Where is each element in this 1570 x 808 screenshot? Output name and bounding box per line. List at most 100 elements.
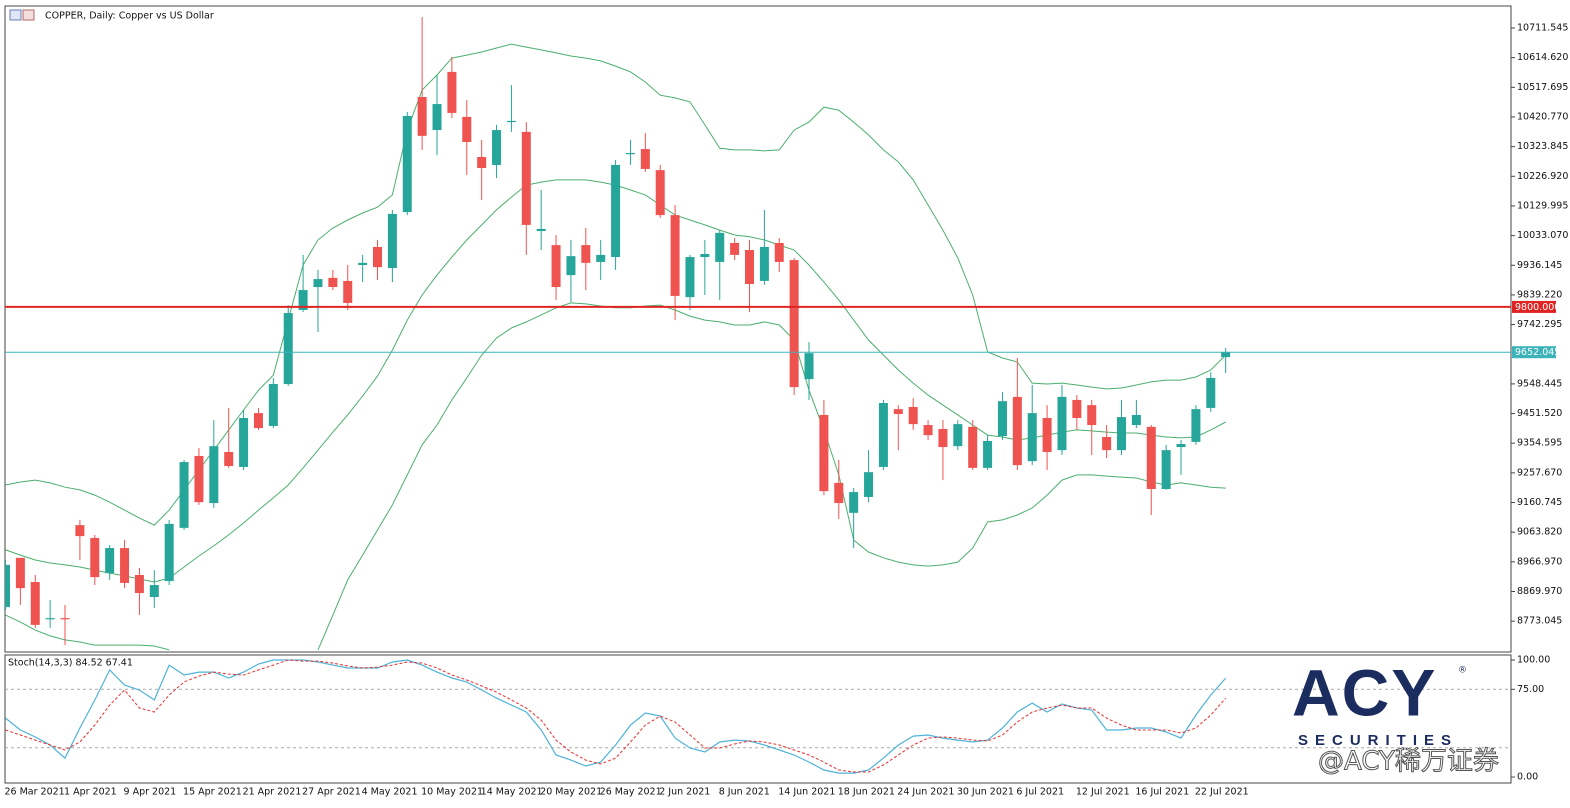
candle-body [45,618,55,620]
x-tick-label: 24 Jun 2021 [897,787,954,798]
candle-body [60,618,70,620]
y-tick-label: 9063.820 [1517,527,1562,538]
candle-body [893,409,903,415]
candle-body [209,446,219,504]
candle-body [105,548,115,574]
candle-body [253,413,263,429]
x-tick-label: 15 Apr 2021 [183,787,242,798]
price-label: 9800.000 [1515,302,1560,313]
candle-body [224,451,234,467]
candle-body [611,164,621,258]
candle-body [730,242,740,255]
chart-title: COPPER, Daily: Copper vs US Dollar [45,11,214,22]
x-tick-label: 9 Apr 2021 [124,787,177,798]
x-tick-label: 4 May 2021 [362,787,418,798]
candle-body [432,104,442,131]
y-tick-label: 10226.920 [1517,171,1568,182]
y-tick-label: 10711.545 [1517,22,1568,33]
candle-body [1146,426,1156,489]
price-label-box [1512,300,1556,313]
price-label: 9652.045 [1515,347,1560,358]
candle-body [1012,396,1022,466]
candle-body [164,523,174,582]
candle-body [120,548,130,583]
stoch-k [5,659,1227,774]
candle-body [1161,450,1171,489]
candle-body [878,403,888,467]
candle-body [953,424,963,447]
y-tick-label: 10033.070 [1517,230,1568,241]
y-tick-label: 10129.995 [1517,200,1568,211]
candle-body [759,246,769,281]
candle-body [268,384,278,426]
y-tick-label: 9548.445 [1517,378,1562,389]
candle-body [402,115,412,213]
candle-body [462,116,472,142]
x-tick-label: 18 Jun 2021 [838,787,895,798]
logo-mark: ® [1458,666,1467,676]
x-tick-label: 16 Jul 2021 [1135,787,1189,798]
x-tick-label: 22 Jul 2021 [1195,787,1249,798]
candle-body [1221,352,1231,358]
candle-body [1102,436,1112,451]
candle-body [179,462,189,528]
stoch-tick-label: 0.00 [1517,772,1538,783]
stoch-title: Stoch(14,3,3) 84.52 67.41 [8,658,133,669]
band-lower [5,302,1226,651]
x-tick-label: 14 May 2021 [481,787,543,798]
stoch-plot [5,659,1511,774]
candle-body [1057,396,1067,451]
x-tick-label: 10 May 2021 [421,787,483,798]
x-tick-label: 26 May 2021 [600,787,662,798]
candle-body [700,253,710,258]
y-tick-label: 9839.220 [1517,289,1562,300]
main-panel [4,5,1512,653]
candle-body [492,130,502,165]
candle-body [715,232,725,262]
candle-body [997,401,1007,437]
y-tick-label: 8869.970 [1517,586,1562,597]
candle-body [1131,414,1141,426]
candle-body [1176,444,1186,448]
candle-body [789,260,799,388]
candle-body [745,250,754,284]
x-tick-label: 6 Jul 2021 [1016,787,1064,798]
candle-body [90,537,100,578]
main-plot [5,17,1231,651]
logo-name: ACY [1292,655,1437,729]
watermark: @ACY稀万证券 [1318,747,1499,777]
y-tick-label: 9160.745 [1517,497,1562,508]
y-tick-label: 8966.970 [1517,556,1562,567]
y-tick-label: 10323.845 [1517,141,1568,152]
x-tick-label: 1 Apr 2021 [64,787,117,798]
candle-body [640,149,650,169]
y-tick-label: 9936.145 [1517,260,1562,271]
candle-body [596,254,606,262]
symbol-icon [9,9,35,21]
candle-body [551,245,561,288]
candle-body [134,574,144,594]
candle-body [804,353,814,380]
candle-body [239,418,249,467]
stoch-d [5,659,1227,773]
price-label-box [1512,346,1556,359]
candle-body [938,429,948,448]
candle-body [685,257,695,298]
candle-body [1072,399,1082,419]
candle-body [670,215,680,296]
candle-body [358,262,368,265]
candle-body [655,170,665,216]
candle-body [30,582,40,625]
candle-body [506,120,516,123]
candle-body [283,313,293,385]
y-tick-label: 8773.045 [1517,616,1562,627]
candle-body [5,564,10,608]
y-tick-label: 9451.520 [1517,408,1562,419]
stoch-tick-label: 75.00 [1517,684,1544,695]
candle-body [566,256,576,276]
candle-body [1087,405,1097,426]
candle-body [1117,417,1126,451]
candle-body [521,131,531,225]
candle-body [313,279,323,288]
